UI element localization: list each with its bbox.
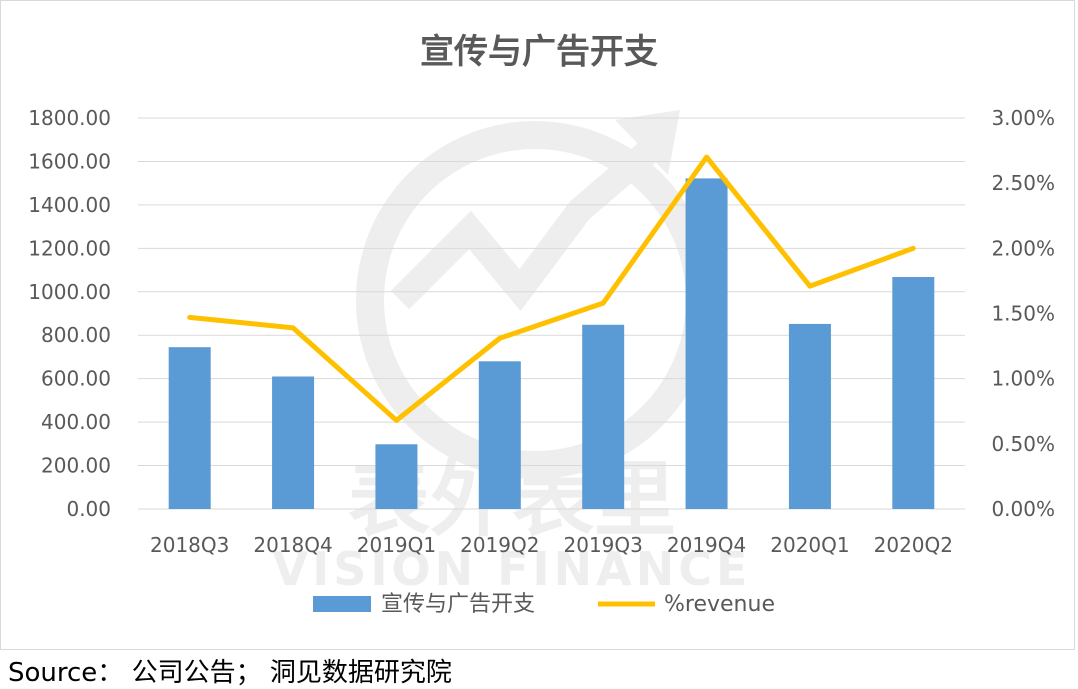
legend-label-bar: 宣传与广告开支 — [381, 592, 535, 617]
left-tick-label: 0.00 — [66, 497, 111, 521]
watermark-arrowhead — [615, 110, 680, 175]
x-axis-ticks: 2018Q3 2018Q4 2019Q1 2019Q2 2019Q3 2019Q4 2020… — [150, 533, 953, 557]
x-tick-label: 2018Q4 — [253, 533, 332, 557]
right-axis-ticks: 0.00% 0.50% 1.00% 1.50% 2.00% 2.50% 3.00% — [991, 106, 1055, 521]
left-tick-label: 1600.00 — [28, 149, 111, 173]
bar — [168, 347, 211, 509]
chart-title: 宣传与广告开支 — [420, 32, 658, 72]
right-tick-label: 0.00% — [991, 497, 1055, 521]
left-tick-label: 1800.00 — [28, 106, 111, 130]
x-tick-label: 2019Q2 — [460, 533, 539, 557]
right-tick-label: 1.50% — [991, 302, 1055, 326]
right-tick-label: 0.50% — [991, 432, 1055, 456]
x-tick-label: 2019Q3 — [564, 533, 643, 557]
right-tick-label: 1.00% — [991, 367, 1055, 391]
left-tick-label: 800.00 — [41, 323, 111, 347]
legend-label-line: %revenue — [664, 592, 775, 617]
watermark-arrow — [390, 140, 659, 311]
source-note: Source： 公司公告； 洞见数据研究院 — [8, 658, 452, 688]
bar — [478, 361, 521, 509]
watermark-en: VISION FINANCE — [273, 542, 752, 596]
left-tick-label: 600.00 — [41, 367, 111, 391]
x-tick-label: 2019Q4 — [667, 533, 746, 557]
left-tick-label: 400.00 — [41, 410, 111, 434]
x-tick-label: 2020Q2 — [874, 533, 953, 557]
watermark: 表外表里 VISION FINANCE — [273, 110, 752, 596]
bar — [272, 376, 315, 509]
line-path — [187, 154, 916, 423]
bar-series — [168, 178, 935, 510]
left-tick-label: 1400.00 — [28, 193, 111, 217]
legend: 宣传与广告开支 %revenue — [313, 592, 775, 617]
left-tick-label: 1200.00 — [28, 236, 111, 260]
bar — [375, 444, 418, 509]
x-tick-label: 2020Q1 — [770, 533, 849, 557]
left-tick-label: 1000.00 — [28, 280, 111, 304]
x-tick-label: 2018Q3 — [150, 533, 229, 557]
bar — [685, 178, 728, 510]
line-series — [187, 154, 916, 423]
legend-swatch-bar — [313, 596, 371, 612]
combo-chart: 表外表里 VISION FINANCE 宣传与广告开支 0.00 200.00 40… — [28, 32, 1055, 617]
left-axis-ticks: 0.00 200.00 400.00 600.00 800.00 1000.00 1200.… — [28, 106, 111, 521]
left-tick-label: 200.00 — [41, 454, 111, 478]
right-tick-label: 2.50% — [991, 171, 1055, 195]
bar — [788, 323, 831, 509]
bar — [582, 324, 625, 509]
bar — [892, 277, 935, 509]
x-tick-label: 2019Q1 — [357, 533, 436, 557]
right-tick-label: 2.00% — [991, 236, 1055, 260]
watermark-ring — [356, 121, 714, 479]
right-tick-label: 3.00% — [991, 106, 1055, 130]
